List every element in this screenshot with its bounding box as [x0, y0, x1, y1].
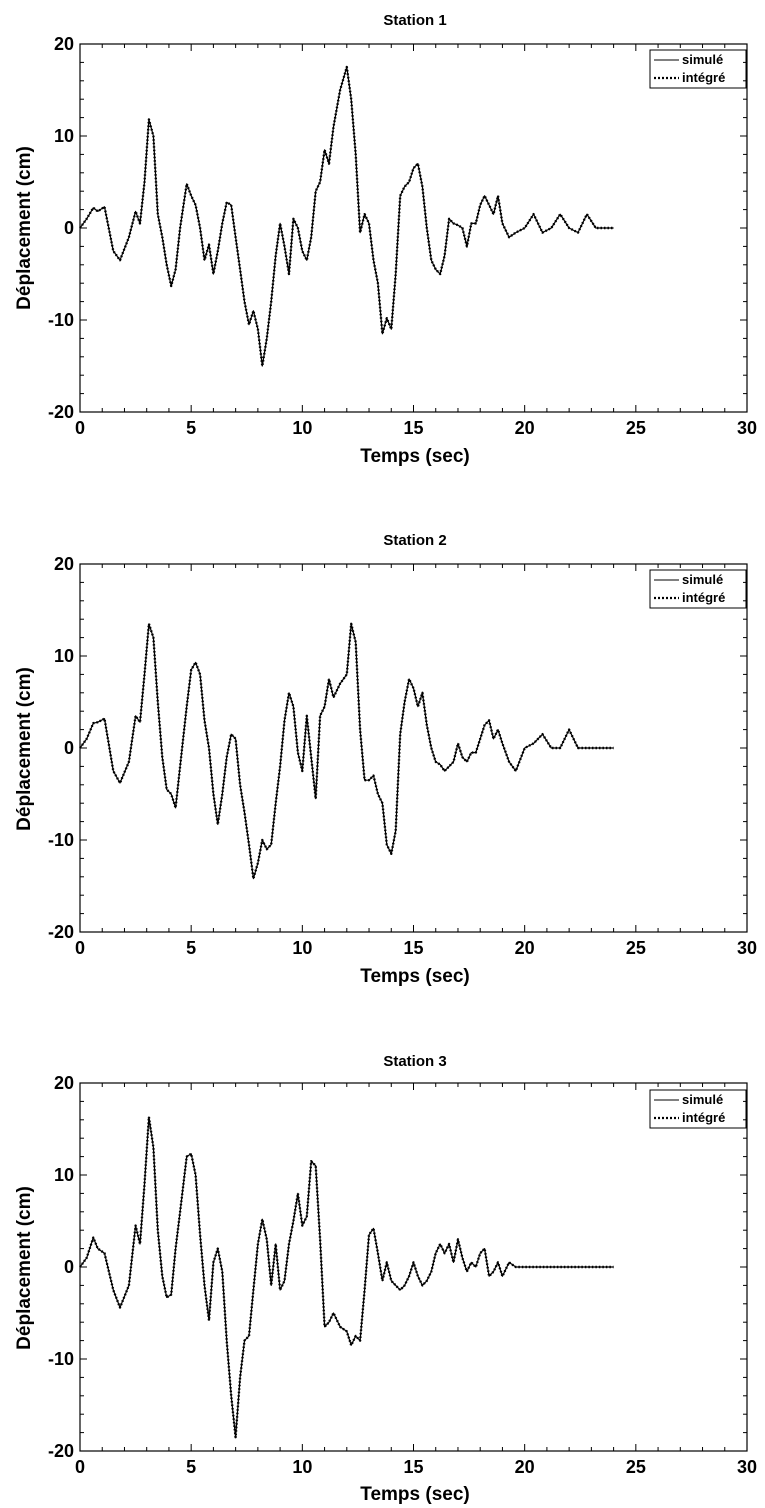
chart-title: Station 3: [383, 1053, 446, 1070]
legend-box: [649, 1089, 747, 1129]
x-tick-label: 25: [626, 938, 646, 958]
x-tick-label: 15: [403, 1457, 423, 1477]
x-tick-label: 20: [515, 938, 535, 958]
legend: simulé intégré: [649, 49, 747, 89]
series-line-integre: [79, 622, 614, 880]
x-tick-label: 5: [186, 1457, 196, 1477]
x-axis-label: Temps (sec): [360, 1484, 469, 1505]
x-tick-label: 20: [515, 1457, 535, 1477]
x-tick-label: 30: [737, 938, 757, 958]
x-tick-label: 15: [403, 938, 423, 958]
x-tick-label: 25: [626, 418, 646, 438]
x-axis-label: Temps (sec): [360, 966, 469, 987]
plot-frame: [79, 1082, 748, 1452]
chart-panel-station-1: Station 1 Déplacement (cm) Temps (sec) s…: [14, 12, 757, 467]
legend-box: [649, 569, 747, 609]
y-tick-label: 0: [64, 218, 74, 238]
chart-panel-station-2: Station 2 Déplacement (cm) Temps (sec) s…: [14, 532, 757, 987]
y-tick-label: -10: [48, 830, 74, 850]
x-tick-label: 30: [737, 1457, 757, 1477]
y-tick-label: 20: [54, 34, 74, 54]
x-tick-label: 5: [186, 938, 196, 958]
y-axis-label: Déplacement (cm): [14, 146, 35, 310]
y-axis-label: Déplacement (cm): [14, 667, 35, 831]
x-tick-label: 10: [292, 1457, 312, 1477]
x-axis-label: Temps (sec): [360, 446, 469, 467]
series-line-simule: [79, 66, 614, 367]
x-tick-label: 20: [515, 418, 535, 438]
y-tick-label: -20: [48, 402, 74, 422]
x-tick-label: 30: [737, 418, 757, 438]
chart-title: Station 2: [383, 532, 446, 549]
x-tick-label: 0: [75, 938, 85, 958]
y-tick-label: 10: [54, 126, 74, 146]
x-tick-label: 10: [292, 418, 312, 438]
legend-label-simule: simulé: [682, 572, 723, 587]
y-tick-label: -20: [48, 922, 74, 942]
chart-title: Station 1: [383, 12, 446, 29]
plot-frame: [79, 563, 748, 933]
y-tick-label: 20: [54, 1073, 74, 1093]
series-line-integre: [79, 1115, 614, 1439]
x-tick-label: 10: [292, 938, 312, 958]
legend-label-integre: intégré: [682, 590, 725, 605]
x-tick-label: 0: [75, 1457, 85, 1477]
legend: simulé intégré: [649, 1089, 747, 1129]
y-tick-label: 0: [64, 1257, 74, 1277]
legend-label-simule: simulé: [682, 1092, 723, 1107]
y-tick-label: -20: [48, 1441, 74, 1461]
y-tick-label: 10: [54, 1165, 74, 1185]
legend-label-integre: intégré: [682, 1110, 725, 1125]
legend: simulé intégré: [649, 569, 747, 609]
x-tick-label: 15: [403, 418, 423, 438]
y-tick-label: 20: [54, 554, 74, 574]
legend-label-integre: intégré: [682, 70, 725, 85]
legend-label-simule: simulé: [682, 52, 723, 67]
series-line-integre: [79, 65, 614, 368]
series-line-simule: [79, 1116, 614, 1438]
y-tick-label: -10: [48, 1349, 74, 1369]
y-tick-label: -10: [48, 310, 74, 330]
x-tick-label: 5: [186, 418, 196, 438]
y-tick-label: 10: [54, 646, 74, 666]
x-tick-label: 25: [626, 1457, 646, 1477]
y-tick-label: 0: [64, 738, 74, 758]
chart-panel-station-3: Station 3 Déplacement (cm) Temps (sec) s…: [14, 1053, 757, 1505]
y-axis-label: Déplacement (cm): [14, 1186, 35, 1350]
legend-box: [649, 49, 747, 89]
x-tick-label: 0: [75, 418, 85, 438]
